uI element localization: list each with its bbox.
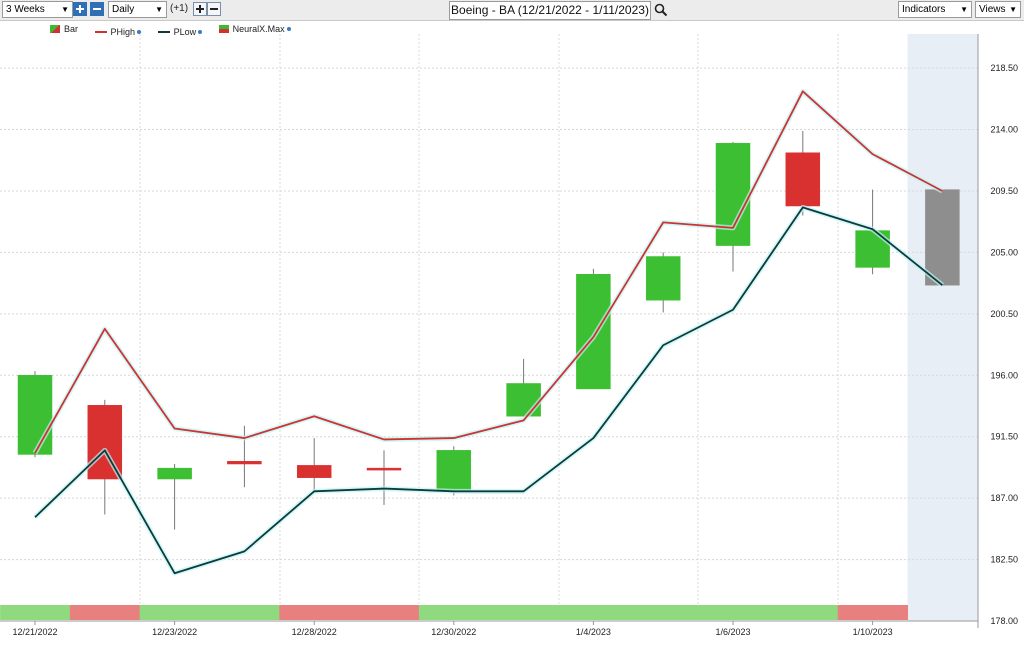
chevron-down-icon: ▼ [61, 5, 69, 14]
line-swatch-icon [94, 31, 107, 33]
chevron-down-icon: ▼ [155, 5, 163, 14]
x-tick-label: 1/4/2023 [576, 627, 611, 637]
minus-icon [93, 8, 101, 10]
zoom-in-button[interactable] [73, 2, 87, 16]
legend-neuralx[interactable]: NeuralX.Max [218, 24, 291, 34]
candle-body [576, 274, 611, 390]
signal-segment [418, 605, 490, 620]
legend-phigh[interactable]: PHigh [94, 27, 142, 37]
y-tick-label: 178.00 [990, 616, 1018, 626]
legend-label: PHigh [110, 27, 136, 37]
y-tick-label: 218.50 [990, 63, 1018, 73]
x-tick-label: 12/30/2022 [431, 627, 476, 637]
period-select[interactable]: 3 Weeks ▼ [2, 1, 73, 18]
interval-value: Daily [112, 4, 135, 15]
views-label: Views [979, 4, 1006, 15]
candle-body [645, 256, 681, 301]
signal-segment [837, 605, 908, 620]
candle-body [785, 152, 821, 207]
y-tick-label: 182.50 [990, 555, 1018, 565]
projection-zone [907, 34, 978, 621]
period-value: 3 Weeks [6, 4, 45, 15]
offset-plus-button[interactable] [193, 2, 207, 16]
series-glow [33, 204, 944, 576]
legend-bar[interactable]: Bar [50, 24, 78, 34]
signal-segment [488, 605, 559, 620]
candle-body [366, 467, 402, 471]
signal-segment [69, 605, 141, 620]
y-tick-label: 209.50 [990, 186, 1018, 196]
y-tick-label: 200.50 [990, 309, 1018, 319]
x-tick-label: 1/10/2023 [853, 627, 893, 637]
signal-segment [349, 605, 420, 620]
x-tick-label: 12/21/2022 [12, 627, 57, 637]
candle-body [855, 230, 890, 268]
signal-segment [279, 605, 350, 620]
signal-segment [767, 605, 839, 620]
candle-body [436, 450, 472, 491]
legend-label: PLow [173, 27, 197, 37]
views-button[interactable]: Views ▼ [975, 1, 1021, 18]
interval-select[interactable]: Daily ▼ [108, 1, 167, 18]
signal-swatch-icon [218, 25, 229, 33]
signal-segment [558, 605, 629, 620]
y-tick-label: 214.00 [990, 125, 1018, 135]
candle-body [227, 461, 262, 465]
signal-segment [209, 605, 280, 620]
signal-segment [139, 605, 210, 620]
signal-segment [628, 605, 699, 620]
search-icon[interactable] [654, 3, 668, 17]
toolbar: 3 Weeks ▼ Daily ▼ (+1) Boeing - BA (12/2… [0, 0, 1024, 21]
y-tick-label: 187.00 [990, 493, 1018, 503]
signal-segment [0, 605, 71, 620]
line-swatch-icon [157, 31, 170, 33]
signal-segment [698, 605, 769, 620]
x-tick-label: 1/6/2023 [715, 627, 750, 637]
candle-body [17, 375, 53, 455]
indicators-label: Indicators [902, 4, 946, 15]
offset-label: (+1) [170, 3, 189, 14]
candle-body [87, 405, 123, 480]
legend-plow[interactable]: PLow [157, 27, 203, 37]
series-line-phigh [34, 90, 943, 454]
y-tick-label: 191.50 [990, 432, 1018, 442]
candle-body [925, 189, 960, 286]
candle-body [506, 383, 541, 417]
x-tick-label: 12/23/2022 [152, 627, 197, 637]
candle-body [157, 467, 192, 480]
legend: Bar PHigh PLow NeuralX.Max [50, 24, 305, 37]
zoom-out-button[interactable] [90, 2, 104, 16]
candle-body [715, 142, 751, 246]
x-tick-label: 12/28/2022 [292, 627, 337, 637]
series-glow [32, 88, 944, 455]
legend-label: Bar [64, 24, 79, 34]
chevron-down-icon: ▼ [960, 5, 968, 14]
y-tick-label: 196.00 [990, 370, 1018, 380]
offset-minus-button[interactable] [207, 2, 221, 16]
minus-icon [210, 8, 218, 10]
bar-swatch-icon [50, 25, 60, 33]
chart-title[interactable]: Boeing - BA (12/21/2022 - 1/11/2023) [449, 1, 651, 20]
y-tick-label: 205.00 [990, 247, 1018, 257]
series-line-plow [34, 206, 943, 575]
chevron-down-icon: ▼ [1009, 5, 1017, 14]
settings-dot-icon [198, 30, 203, 34]
settings-dot-icon [286, 27, 291, 31]
legend-label: NeuralX.Max [232, 24, 285, 34]
indicators-button[interactable]: Indicators ▼ [898, 1, 972, 18]
settings-dot-icon [137, 30, 142, 34]
candle-body [296, 465, 332, 478]
